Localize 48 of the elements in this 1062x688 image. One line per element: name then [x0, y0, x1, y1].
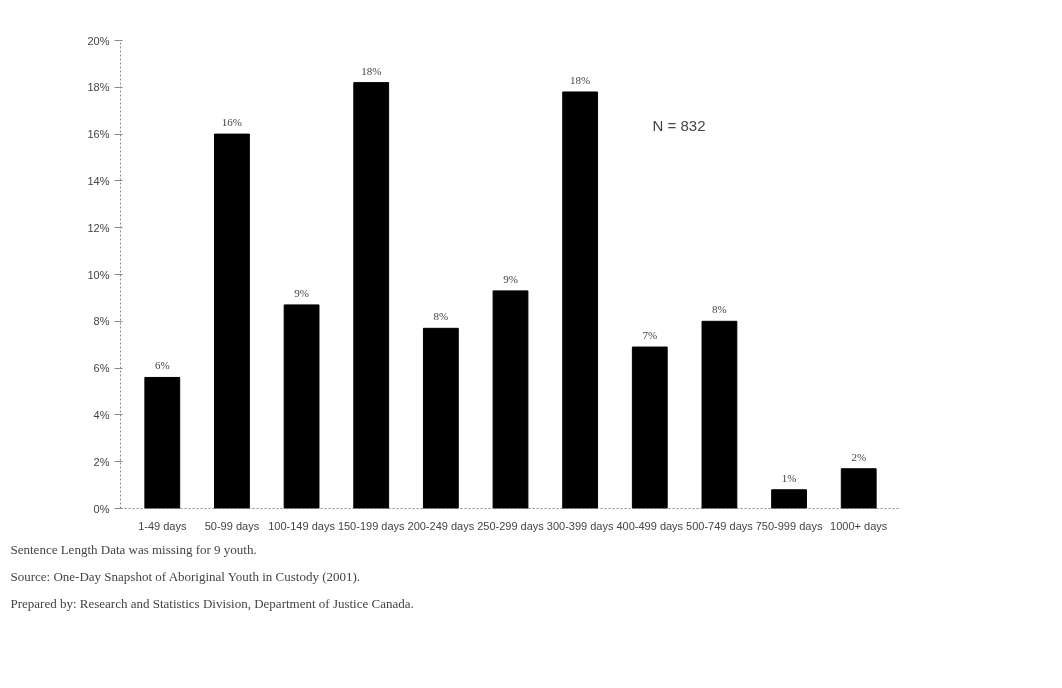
x-tick-label: 1000+ days [830, 519, 888, 532]
y-tick-label: 0% [93, 502, 110, 515]
x-tick-label: 300-399 days [546, 519, 614, 532]
data-label: 8% [433, 310, 449, 323]
bar [214, 133, 250, 509]
bar [771, 489, 807, 509]
data-label: 16% [221, 116, 243, 129]
x-tick-label: 100-149 days [268, 519, 336, 532]
data-label: 18% [361, 64, 382, 77]
bar [562, 91, 599, 509]
bar [283, 304, 320, 509]
bar [840, 468, 877, 509]
y-tick-label: 10% [87, 268, 110, 281]
annotation: N = 832 [652, 117, 706, 135]
data-label: 9% [503, 272, 518, 285]
text: Sentence Length Data was missing for 9 youth. [10, 541, 257, 557]
data-label: 6% [154, 359, 170, 372]
y-tick-label: 6% [93, 362, 110, 375]
bar [701, 320, 738, 509]
data-label: 7% [642, 329, 658, 342]
bar [492, 290, 529, 509]
data-label: 18% [570, 73, 591, 86]
bar [631, 346, 668, 509]
y-tick-label: 16% [87, 128, 110, 141]
y-tick-label: 18% [87, 81, 110, 94]
y-tick-label: 14% [87, 174, 110, 187]
data-label: 9% [294, 286, 309, 299]
bar [144, 376, 181, 509]
x-tick-label: 200-249 days [407, 519, 475, 532]
y-tick-label: 4% [93, 408, 110, 421]
y-tick-label: 12% [87, 221, 110, 234]
bar [353, 82, 390, 509]
y-tick-label: 20% [87, 34, 110, 47]
data-label: 1% [781, 471, 797, 484]
data-label: 2% [851, 450, 867, 463]
x-tick-label: 400-499 days [616, 519, 684, 532]
data-label: 8% [712, 303, 727, 316]
text: Prepared by: Research and Statistics Division, Department of Justice Canada. [10, 595, 414, 611]
x-tick-label: 750-999 days [755, 519, 823, 532]
x-tick-label: 500-749 days [686, 519, 754, 532]
y-tick-label: 2% [93, 455, 110, 468]
x-tick-label: 250-299 days [477, 519, 545, 532]
bar [422, 327, 459, 509]
x-tick-label: 150-199 days [337, 519, 406, 532]
x-tick-label: 50-99 days [204, 519, 260, 532]
source-note: Source: One-Day Snapshot of Aboriginal Youth in Custody (2001). [10, 568, 361, 584]
y-tick-label: 8% [93, 315, 110, 328]
x-tick-label: 1-49 days [138, 519, 187, 532]
